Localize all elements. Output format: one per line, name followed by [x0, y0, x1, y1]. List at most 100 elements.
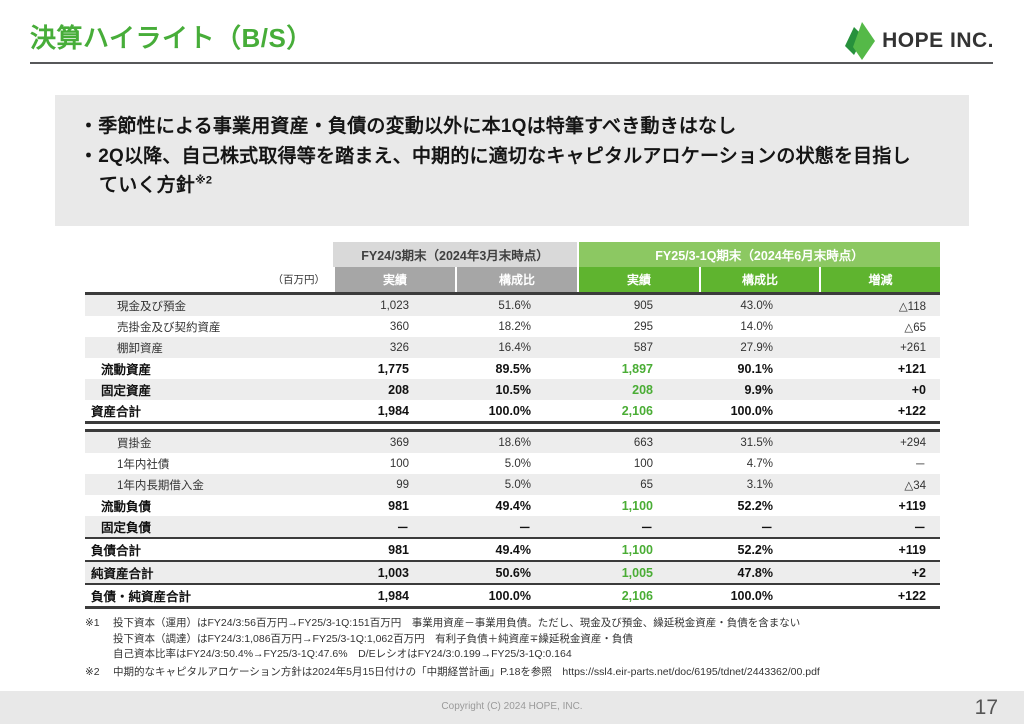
- cell-fy24-ratio: 5.0%: [504, 478, 531, 491]
- cell-fy25-actual: 1,897: [621, 361, 653, 376]
- bullet-marker-icon: ・: [79, 145, 99, 167]
- footnotes: ※1 投下資本（運用）はFY24/3:56百万円→FY25/3-1Q:151百万円…: [85, 616, 965, 682]
- cell-fy24-actual: 100: [389, 457, 409, 470]
- row-label: 純資産合計: [91, 567, 154, 581]
- logo-diamond-icon: [845, 22, 876, 60]
- cell-change: +122: [897, 588, 926, 603]
- col-header-fy24-ratio: 構成比: [455, 267, 577, 292]
- column-group-fy25-1q: FY25/3-1Q期末（2024年6月末時点）: [577, 242, 940, 267]
- table-row: 流動資産 1,775 89.5% 1,897 90.1% +121: [85, 358, 940, 379]
- cell-fy24-actual: 1,023: [380, 299, 409, 312]
- table-section-liabilities-and-net-assets: 買掛金 369 18.6% 663 31.5% +294 1年内社債 100 5.0% 100 4.…: [85, 429, 940, 609]
- footnote-marker: ※1: [85, 617, 100, 629]
- table-row: 現金及び預金 1,023 51.6% 905 43.0% △118: [85, 295, 940, 316]
- cell-change: △34: [904, 479, 926, 492]
- table-row: 純資産合計 1,003 50.6% 1,005 47.8% +2: [85, 562, 940, 585]
- cell-change: +0: [911, 382, 926, 397]
- col-header-change: 増減: [819, 267, 940, 292]
- highlight-bullet-text: 2Q以降、自己株式取得等を踏まえ、中期的に適切なキャピタルアロケーションの状態を…: [98, 145, 911, 167]
- footnote-line: 中期的なキャピタルアロケーション方針は2024年5月15日付けの「中期経営計画」…: [113, 665, 820, 678]
- cell-fy25-ratio: 4.7%: [746, 457, 773, 470]
- cell-fy24-actual: 1,775: [377, 361, 409, 376]
- row-label: 負債合計: [91, 544, 142, 558]
- cell-fy25-actual: 100: [633, 457, 653, 470]
- company-logo: HOPE INC.: [845, 22, 994, 60]
- cell-fy24-actual: －: [396, 521, 409, 535]
- cell-fy24-actual: 1,984: [377, 403, 409, 418]
- cell-fy24-ratio: 51.6%: [498, 299, 531, 312]
- table-row: 売掛金及び契約資産 360 18.2% 295 14.0% △65: [85, 316, 940, 337]
- row-label: 資産合計: [91, 405, 142, 419]
- table-row: 負債・純資産合計 1,984 100.0% 2,106 100.0% +122: [85, 585, 940, 606]
- cell-fy24-ratio: 18.2%: [498, 320, 531, 333]
- cell-fy25-ratio: 100.0%: [730, 403, 773, 418]
- cell-change: +261: [900, 341, 926, 354]
- col-header-fy24-actual: 実績: [333, 267, 455, 292]
- cell-fy25-ratio: 43.0%: [740, 299, 773, 312]
- footnote-lines: 中期的なキャピタルアロケーション方針は2024年5月15日付けの「中期経営計画」…: [113, 665, 965, 681]
- table-row: 流動負債 981 49.4% 1,100 52.2% +119: [85, 495, 940, 516]
- highlight-bullet-text: 季節性による事業用資産・負債の変動以外に本1Qは特筆すべき動きはなし: [98, 116, 737, 137]
- row-label: 流動資産: [101, 363, 152, 377]
- cell-fy24-actual: 981: [388, 498, 409, 513]
- page-number: 17: [974, 696, 998, 719]
- cell-fy24-actual: 981: [388, 542, 409, 557]
- footnote: ※2 中期的なキャピタルアロケーション方針は2024年5月15日付けの「中期経営計…: [85, 665, 965, 681]
- header-divider: [30, 62, 993, 64]
- footnote-line: 投下資本（運用）はFY24/3:56百万円→FY25/3-1Q:151百万円 事…: [113, 617, 801, 629]
- cell-fy25-actual: 295: [633, 320, 653, 333]
- row-label: 買掛金: [117, 437, 152, 450]
- table-row: 買掛金 369 18.6% 663 31.5% +294: [85, 432, 940, 453]
- bullet-marker-icon: ・: [79, 116, 99, 137]
- highlight-bullet: ・2Q以降、自己株式取得等を踏まえ、中期的に適切なキャピタルアロケーションの状態…: [79, 142, 945, 201]
- cell-fy24-ratio: 16.4%: [498, 341, 531, 354]
- balance-sheet-table: FY24/3期末（2024年3月末時点） FY25/3-1Q期末（2024年6月…: [85, 242, 940, 609]
- table-row: 負債合計 981 49.4% 1,100 52.2% +119: [85, 539, 940, 562]
- cell-fy25-actual: 1,100: [621, 542, 653, 557]
- cell-change: +119: [898, 542, 926, 557]
- logo-text: HOPE INC.: [882, 29, 994, 52]
- row-label: 固定資産: [101, 384, 152, 398]
- cell-fy25-ratio: 52.2%: [737, 498, 773, 513]
- row-label: 1年内社債: [117, 458, 170, 471]
- cell-fy25-actual: －: [640, 521, 653, 535]
- cell-change: +122: [897, 403, 926, 418]
- slide-footer: Copyright (C) 2024 HOPE, INC. 17: [0, 691, 1024, 724]
- cell-fy25-ratio: 52.2%: [737, 542, 773, 557]
- highlight-bullet: ・季節性による事業用資産・負債の変動以外に本1Qは特筆すべき動きはなし: [79, 112, 945, 142]
- cell-fy24-ratio: 18.6%: [498, 436, 531, 449]
- table-row: 棚卸資産 326 16.4% 587 27.9% +261: [85, 337, 940, 358]
- table-section-assets: 現金及び預金 1,023 51.6% 905 43.0% △118 売掛金及び契約資産 360…: [85, 292, 940, 424]
- cell-change: +294: [900, 436, 926, 449]
- table-row: 資産合計 1,984 100.0% 2,106 100.0% +122: [85, 400, 940, 421]
- footnote-line: 投下資本（調達）はFY24/3:1,086百万円→FY25/3-1Q:1,062…: [113, 632, 633, 645]
- cell-fy25-ratio: 14.0%: [740, 320, 773, 333]
- footnote: ※1 投下資本（運用）はFY24/3:56百万円→FY25/3-1Q:151百万円…: [85, 616, 965, 663]
- unit-label: （百万円）: [272, 274, 326, 286]
- cell-fy25-ratio: －: [760, 521, 773, 535]
- cell-fy24-ratio: 10.5%: [495, 382, 531, 397]
- cell-fy24-ratio: 49.4%: [495, 542, 531, 557]
- row-label: 1年内長期借入金: [117, 479, 204, 492]
- cell-fy25-ratio: 27.9%: [740, 341, 773, 354]
- cell-fy24-actual: 208: [388, 382, 409, 397]
- highlight-bullet-text: ていく方針: [99, 175, 196, 197]
- cell-change: △118: [898, 300, 926, 313]
- cell-fy25-ratio: 90.1%: [737, 361, 773, 376]
- cell-fy24-actual: 99: [396, 478, 409, 491]
- table-body: 現金及び預金 1,023 51.6% 905 43.0% △118 売掛金及び契約資産 360…: [85, 292, 940, 609]
- cell-fy24-actual: 360: [389, 320, 409, 333]
- cell-fy25-actual: 65: [640, 478, 653, 491]
- cell-fy24-ratio: 49.4%: [495, 498, 531, 513]
- cell-fy24-ratio: 89.5%: [495, 361, 531, 376]
- cell-fy24-ratio: －: [518, 521, 531, 535]
- row-label: 現金及び預金: [117, 300, 186, 313]
- table-row: 固定資産 208 10.5% 208 9.9% +0: [85, 379, 940, 400]
- cell-fy24-actual: 1,984: [377, 588, 409, 603]
- cell-fy25-ratio: 3.1%: [746, 478, 773, 491]
- cell-fy25-actual: 1,100: [621, 498, 653, 513]
- footnote-marker: ※2: [85, 665, 100, 678]
- footnote-line: 自己資本比率はFY24/3:50.4%→FY25/3-1Q:47.6% D/Eレ…: [113, 648, 572, 660]
- cell-fy25-actual: 2,106: [621, 403, 653, 418]
- cell-change: +2: [911, 565, 926, 580]
